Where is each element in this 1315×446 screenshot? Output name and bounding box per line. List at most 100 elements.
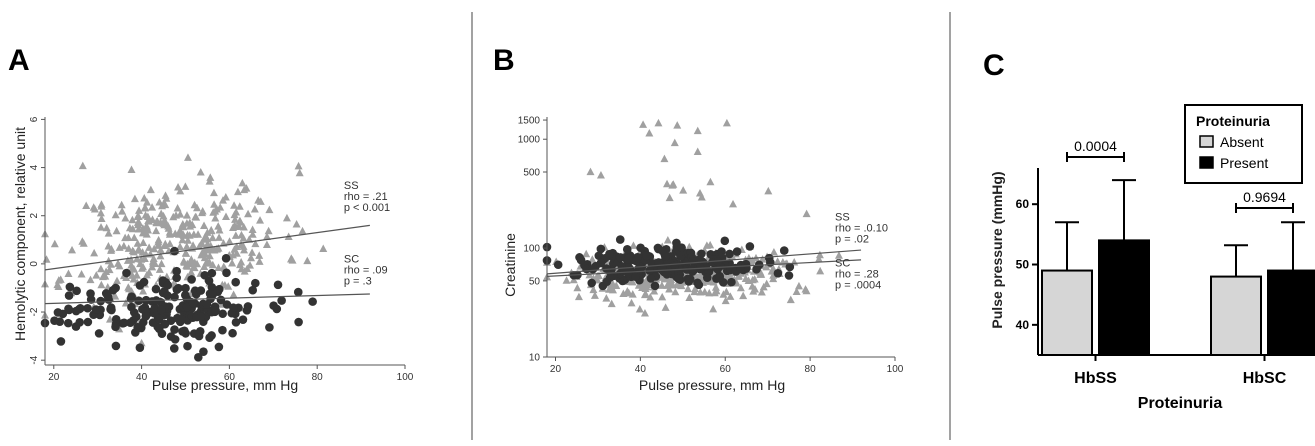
panel-b-point-sc: [663, 281, 672, 289]
panel-a-point-sc: [163, 280, 173, 290]
panel-b-point-ss: [596, 244, 606, 254]
panel-a-point-ss: [143, 212, 152, 220]
panel-a-point-sc: [196, 312, 206, 321]
panel-a-point-ss: [159, 211, 168, 220]
panel-a-point-ss: [142, 270, 151, 279]
panel-a-point-ss: [230, 201, 239, 209]
panel-b-point-ss: [725, 249, 734, 259]
panel-a-point-sc: [238, 315, 248, 324]
panel-b-point-sc: [562, 276, 571, 284]
panel-a-point-ss: [97, 214, 106, 222]
panel-a-point-ss: [225, 237, 234, 245]
panel-a-point-sc: [205, 333, 214, 343]
panel-a-point-sc: [111, 322, 120, 332]
panel-b-y-axis-label: Creatinine: [502, 233, 518, 297]
panel-a-point-ss: [124, 283, 133, 291]
panel-b-point-ss: [752, 264, 761, 274]
panel-a-point-sc: [195, 327, 205, 336]
panel-a-point-ss: [112, 226, 121, 235]
panel-a-point-sc: [151, 284, 161, 294]
panel-a-point-ss: [237, 240, 246, 249]
panel-a-point-ss: [160, 199, 169, 207]
panel-b-point-ss: [736, 264, 745, 274]
panel-a-point-ss: [175, 229, 184, 238]
panel-a-point-ss: [229, 223, 238, 232]
panel-a-point-ss: [77, 270, 86, 278]
panel-b-point-sc: [696, 287, 705, 296]
panel-a-point-sc: [83, 317, 93, 327]
panel-b-point-ss: [715, 272, 725, 282]
panel-a-point-ss: [135, 218, 144, 227]
panel-a-point-ss: [148, 215, 157, 224]
panel-a-point-ss: [164, 224, 173, 232]
legend-label-absent: Absent: [1220, 134, 1264, 150]
panel-b-point-ss: [784, 271, 794, 280]
panel-a-point-sc: [150, 303, 160, 313]
panel-b-point-sc: [815, 250, 824, 259]
panel-b-point-ss: [602, 264, 611, 273]
panel-b-point-sc: [638, 283, 647, 291]
legend-swatch-absent: [1199, 135, 1214, 148]
panel-b-point-sc: [722, 118, 731, 127]
panel-a-point-ss: [89, 203, 98, 211]
panel-b-point-sc: [663, 235, 672, 244]
panel-b-annotation-line: SS: [835, 212, 850, 224]
panel-a-point-ss: [232, 249, 241, 257]
panel-a-point-ss: [157, 259, 166, 268]
panel-a-point-ss: [229, 290, 238, 299]
panel-b-point-sc: [816, 266, 825, 275]
panel-c-bar-chart: 40 50 60 HbSS HbSC 0.0004 0.9694 Proteinuria …: [989, 104, 1315, 412]
panel-a-point-ss: [206, 173, 215, 181]
panel-b-point-sc: [786, 295, 795, 304]
legend-box: [1184, 104, 1303, 184]
panel-b-point-sc: [663, 179, 672, 188]
panel-a-point-ss: [115, 261, 124, 270]
panel-a-point-sc: [64, 305, 74, 315]
panel-a-point-ss: [53, 280, 62, 289]
panel-b-annotation-line: p = .0004: [835, 279, 881, 291]
panel-b-point-ss: [661, 252, 670, 261]
panel-b-point-sc: [639, 278, 648, 286]
panel-a-point-sc: [194, 353, 203, 362]
panel-b-x-axis-label: Pulse pressure, mm Hg: [639, 377, 785, 393]
panel-b-point-sc: [589, 285, 598, 294]
panel-b-point-sc: [736, 283, 745, 292]
panel-b-point-ss: [702, 273, 712, 282]
panel-a-point-ss: [82, 201, 91, 210]
panel-a-point-sc: [200, 270, 210, 280]
panel-b-point-sc: [757, 288, 766, 296]
panel-b-point-sc: [764, 186, 773, 195]
panel-a-point-ss: [181, 182, 190, 190]
panel-a-point-ss: [219, 262, 228, 271]
panel-b-points: [542, 118, 843, 317]
panel-a-point-sc: [222, 300, 232, 309]
panel-a-point-sc: [63, 318, 73, 328]
panel-c-y-tick-label: 60: [1016, 197, 1030, 211]
panel-b-y-tick-label: 1500: [518, 116, 541, 127]
panel-a-point-ss: [233, 187, 242, 196]
panel-b-point-sc: [657, 281, 666, 289]
panel-a-point-ss: [183, 153, 192, 161]
panel-a-point-ss: [90, 248, 99, 257]
panel-a-point-ss: [64, 269, 73, 278]
panel-a-point-sc: [129, 308, 139, 317]
panel-a-point-sc: [272, 304, 282, 314]
panel-a-point-ss: [130, 194, 139, 203]
panel-a-point-sc: [196, 286, 206, 295]
panel-a-point-ss: [238, 178, 247, 187]
panel-a-point-ss: [205, 251, 214, 260]
panel-a-point-ss: [200, 262, 209, 270]
panel-a-y-axis-label: Hemolytic component, relative unit: [12, 127, 28, 341]
panel-b-point-sc: [607, 299, 616, 308]
panel-a-point-ss: [134, 246, 143, 254]
panel-b-point-sc: [719, 290, 728, 298]
panel-a-point-ss: [130, 233, 139, 241]
panel-b-point-sc: [792, 287, 801, 296]
panel-a-point-ss: [189, 230, 198, 238]
panel-a-annotation-line: SS: [344, 180, 359, 192]
panel-b-point-ss: [634, 254, 643, 263]
panel-a-point-sc: [122, 268, 131, 278]
panel-a-axes: 20 40 60 80 100 -4 -2 0 2 4 6: [29, 116, 414, 383]
panel-a-point-ss: [256, 216, 265, 224]
